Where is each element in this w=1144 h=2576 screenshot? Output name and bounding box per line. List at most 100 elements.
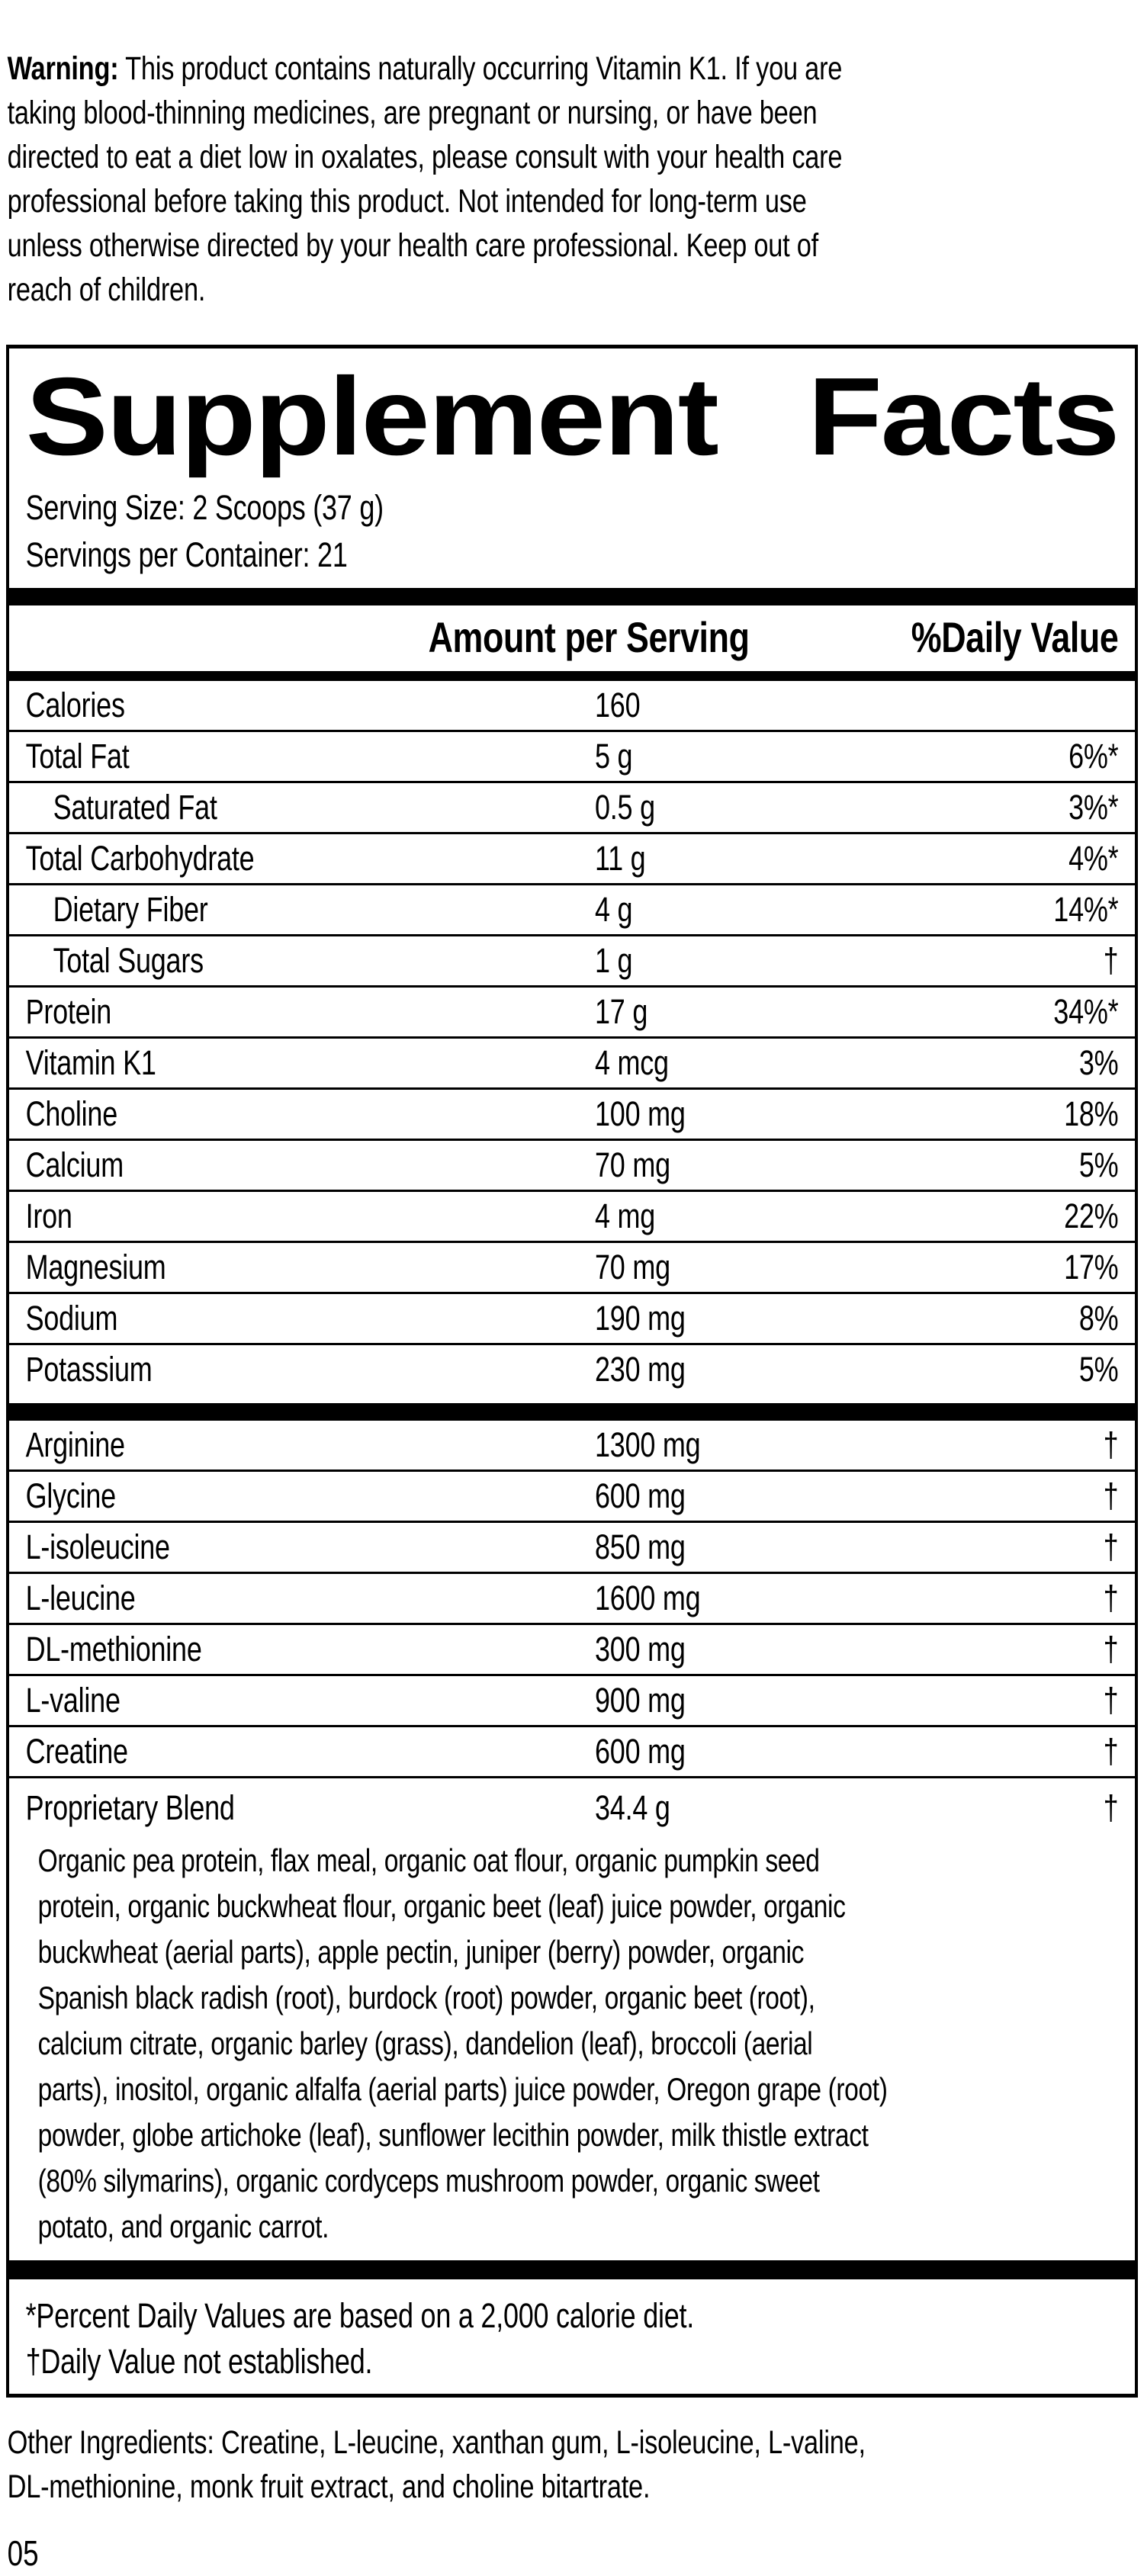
nutrient-amount: 300 mg	[595, 1630, 686, 1669]
nutrient-amount: 5 g	[595, 737, 633, 776]
serving-info: Serving Size: 2 Scoops (37 g) Servings p…	[9, 474, 1135, 579]
table-row: L-isoleucine 850 mg †	[9, 1523, 1135, 1574]
label-page: Warning: This product contains naturally…	[0, 33, 1144, 2576]
nutrient-name: Arginine	[25, 1425, 125, 1464]
table-row-proprietary-blend: Proprietary Blend 34.4 g †	[9, 1778, 1135, 1838]
table-row: Potassium 230 mg 5%	[9, 1345, 1135, 1394]
nutrient-amount: 34.4 g	[595, 1788, 670, 1827]
nutrient-dv: †	[1103, 1579, 1119, 1617]
table-row: Calcium 70 mg 5%	[9, 1141, 1135, 1192]
table-row: Saturated Fat 0.5 g 3%*	[9, 783, 1135, 834]
table-row: Total Sugars 1 g †	[9, 936, 1135, 988]
table-row: L-leucine 1600 mg †	[9, 1574, 1135, 1625]
column-header-daily-value: %Daily Value	[911, 613, 1119, 661]
nutrient-dv: 4%*	[1068, 839, 1119, 878]
nutrient-name: Potassium	[25, 1350, 153, 1389]
table-row: Total Fat 5 g 6%*	[9, 732, 1135, 783]
nutrient-name: Magnesium	[25, 1248, 166, 1286]
table-header: Amount per Serving %Daily Value	[9, 613, 1135, 662]
table-row: Total Carbohydrate 11 g 4%*	[9, 834, 1135, 885]
nutrient-dv: †	[1103, 1476, 1119, 1515]
nutrient-amount: 1300 mg	[595, 1425, 701, 1464]
amino-acid-table: Arginine 1300 mg † Glycine 600 mg † L-isoleuci…	[9, 1421, 1135, 1778]
nutrient-name: Total Fat	[25, 737, 130, 776]
table-row: Dietary Fiber 4 g 14%*	[9, 885, 1135, 936]
table-row: Protein 17 g 34%*	[9, 988, 1135, 1039]
nutrient-amount: 70 mg	[595, 1248, 670, 1286]
nutrient-amount: 600 mg	[595, 1732, 686, 1771]
table-row: Magnesium 70 mg 17%	[9, 1243, 1135, 1294]
nutrient-dv: 5%	[1078, 1145, 1119, 1184]
nutrient-dv: 14%*	[1053, 890, 1119, 929]
table-row: Sodium 190 mg 8%	[9, 1294, 1135, 1345]
panel-title-word-facts: Facts	[808, 355, 1120, 478]
table-row: L-valine 900 mg †	[9, 1676, 1135, 1727]
nutrient-dv: 22%	[1064, 1196, 1119, 1235]
panel-title: Supplement Facts	[9, 348, 1135, 474]
divider-bar-medium	[9, 671, 1135, 681]
nutrient-amount: 4 mg	[595, 1196, 656, 1235]
nutrient-name: Glycine	[25, 1476, 117, 1515]
nutrient-amount: 160	[595, 686, 641, 724]
proprietary-blend-description: Organic pea protein, flax meal, organic …	[37, 1842, 888, 2244]
nutrient-name: Creatine	[25, 1732, 128, 1771]
nutrient-amount: 4 mcg	[595, 1043, 669, 1082]
table-row: Iron 4 mg 22%	[9, 1192, 1135, 1243]
footnotes: *Percent Daily Values are based on a 2,0…	[25, 2296, 695, 2381]
nutrient-dv: 17%	[1064, 1248, 1119, 1286]
nutrient-name: Saturated Fat	[53, 788, 217, 827]
column-header-amount: Amount per Serving	[428, 613, 750, 661]
nutrient-name: L-isoleucine	[25, 1527, 170, 1566]
other-ingredients: Other Ingredients: Creatine, L-leucine, …	[7, 2424, 866, 2505]
nutrient-amount: 230 mg	[595, 1350, 686, 1389]
nutrient-amount: 1 g	[595, 941, 633, 980]
table-row: Choline 100 mg 18%	[9, 1090, 1135, 1141]
nutrient-amount: 17 g	[595, 992, 648, 1031]
divider-bar-thick	[9, 2260, 1135, 2279]
nutrient-dv: 3%	[1078, 1043, 1119, 1082]
divider-bar-thick	[9, 588, 1135, 605]
table-row: Creatine 600 mg †	[9, 1727, 1135, 1778]
warning-paragraph: Warning: This product contains naturally…	[0, 33, 1144, 312]
warning-text: This product contains naturally occurrin…	[7, 50, 843, 308]
nutrient-amount: 900 mg	[595, 1681, 686, 1720]
nutrient-amount: 190 mg	[595, 1299, 686, 1338]
nutrient-name: Proprietary Blend	[25, 1788, 235, 1827]
nutrient-dv: 8%	[1078, 1299, 1119, 1338]
nutrient-name: Iron	[25, 1196, 72, 1235]
nutrient-amount: 0.5 g	[595, 788, 655, 827]
warning-label: Warning:	[7, 50, 119, 87]
nutrient-dv: †	[1103, 1425, 1119, 1464]
servings-per-container: Servings per Container: 21	[25, 535, 348, 574]
nutrient-dv: †	[1103, 941, 1119, 980]
nutrient-name: Sodium	[25, 1299, 118, 1338]
nutrient-name: Calcium	[25, 1145, 124, 1184]
table-row: Glycine 600 mg †	[9, 1472, 1135, 1523]
nutrient-dv: †	[1103, 1527, 1119, 1566]
serving-size: Serving Size: 2 Scoops (37 g)	[25, 488, 384, 527]
nutrient-dv: †	[1103, 1681, 1119, 1720]
panel-title-word-supplement: Supplement	[25, 355, 719, 478]
nutrient-amount: 70 mg	[595, 1145, 670, 1184]
page-number: 05	[7, 2533, 39, 2573]
nutrient-dv: †	[1103, 1732, 1119, 1771]
table-row: Arginine 1300 mg †	[9, 1421, 1135, 1472]
nutrient-name: Dietary Fiber	[53, 890, 208, 929]
nutrient-dv: †	[1103, 1788, 1119, 1827]
table-row: Calories 160	[9, 681, 1135, 732]
nutrient-name: Total Carbohydrate	[25, 839, 255, 878]
nutrient-name: Choline	[25, 1094, 118, 1133]
nutrient-name: L-leucine	[25, 1579, 136, 1617]
supplement-facts-panel: Supplement Facts Serving Size: 2 Scoops …	[6, 345, 1138, 2398]
nutrient-amount: 1600 mg	[595, 1579, 701, 1617]
nutrient-name: Protein	[25, 992, 112, 1031]
nutrient-amount: 11 g	[595, 839, 646, 878]
nutrient-name: Total Sugars	[53, 941, 204, 980]
nutrient-dv: †	[1103, 1630, 1119, 1669]
nutrient-amount: 100 mg	[595, 1094, 686, 1133]
nutrient-name: L-valine	[25, 1681, 121, 1720]
nutrient-dv: 6%*	[1068, 737, 1119, 776]
nutrient-amount: 850 mg	[595, 1527, 686, 1566]
nutrient-dv: 3%*	[1068, 788, 1119, 827]
nutrient-dv: 5%	[1078, 1350, 1119, 1389]
